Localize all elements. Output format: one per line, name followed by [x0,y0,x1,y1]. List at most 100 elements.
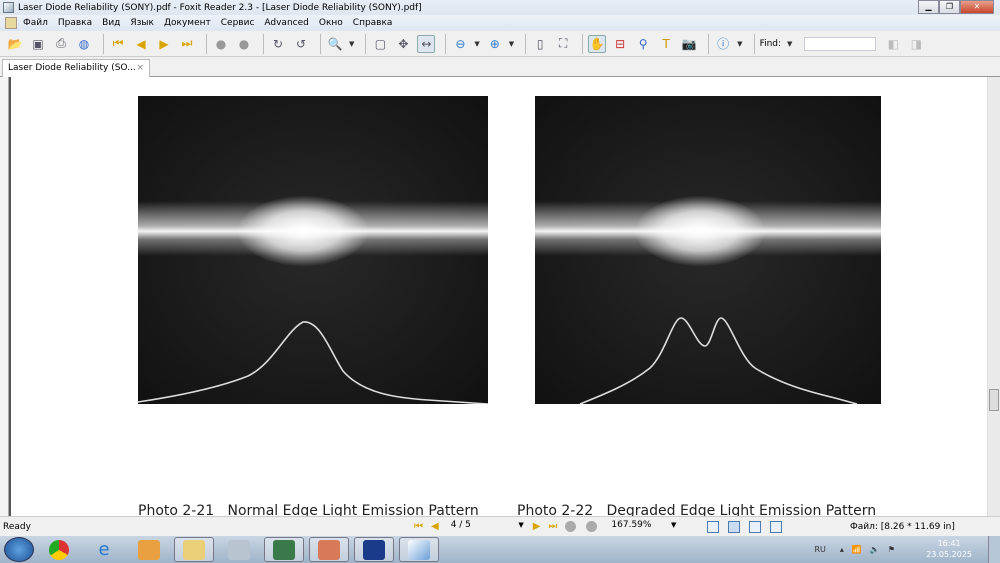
photo-degraded-emission [535,96,881,404]
tab-document[interactable]: Laser Diode Reliability (SO... × [2,59,150,77]
network-icon[interactable]: 📶 [851,545,862,554]
first-page-icon[interactable]: ⏮ [112,36,124,50]
zoom-in-icon[interactable]: ⊕ [489,36,500,51]
taskbar-app[interactable] [309,537,349,562]
back-icon[interactable]: ● [215,36,227,51]
menu-file[interactable]: Файл [23,18,48,28]
zoom-in-tool-icon[interactable]: 🔍 [327,36,343,51]
menu-document[interactable]: Документ [163,18,211,28]
open-icon[interactable]: 📂 [7,36,23,51]
next-page-icon[interactable]: ▶ [159,36,169,51]
first-page-icon[interactable]: ⏮ [414,521,423,532]
continuous-layout-icon[interactable] [728,520,741,533]
fit-width-icon[interactable]: ↔ [417,34,436,53]
taskbar-calendar[interactable] [354,537,394,562]
action-center-icon[interactable]: ⚑ [887,545,895,554]
taskbar-calculator[interactable] [219,537,259,562]
find-prev-icon[interactable]: ◧ [887,36,900,51]
find-input[interactable] [804,36,877,51]
menu-help[interactable]: Справка [352,18,393,28]
status-text: Ready [3,521,31,532]
forward-icon[interactable] [586,521,598,532]
fullscreen-icon[interactable]: ⛶ [558,36,568,50]
menu-advanced[interactable]: Advanced [264,18,309,28]
taskbar-explorer[interactable] [174,537,214,562]
rotate-right-icon[interactable]: ↻ [272,36,284,51]
text-select-icon[interactable]: T [662,36,670,51]
zoom-out-icon[interactable]: ⊖ [455,36,466,51]
page-size-info: Файл: [8.26 * 11.69 in] [850,521,955,532]
app-menu-icon[interactable] [5,17,17,29]
photo-caption: Photo 2-22 Degraded Edge Light Emission … [517,503,877,519]
prev-page-icon[interactable]: ◀ [136,36,146,51]
binoculars-icon[interactable]: ⚲ [638,36,648,51]
find-next-icon[interactable]: ◨ [910,36,923,51]
scrollbar-thumb[interactable] [989,389,999,411]
rotate-left-icon[interactable]: ↺ [295,36,307,51]
page-number-input[interactable]: 4 / 5 ▼ [450,519,524,530]
info-icon[interactable]: ⓘ [717,37,730,51]
single-page-icon[interactable]: ▯ [536,36,544,51]
continuous-facing-layout-icon[interactable] [770,520,783,533]
taskbar: e RU ▴ 📶 🔈 ⚑ 16:41 23.05.2025 [0,536,1000,563]
close-tab-icon[interactable]: × [136,63,144,73]
taskbar-hp[interactable] [264,537,304,562]
next-page-icon[interactable]: ▶ [532,521,541,532]
document-view[interactable]: Photo 2-21 Normal Edge Light Emission Pa… [0,77,987,519]
menu-language[interactable]: Язык [130,18,154,28]
last-page-icon[interactable]: ⏭ [548,521,558,532]
show-desktop-button[interactable] [988,536,1000,563]
snapshot-icon[interactable]: 📷 [681,36,697,51]
single-page-layout-icon[interactable] [707,520,720,533]
minimize-button[interactable]: ▁ [918,0,939,14]
start-button[interactable] [4,537,34,562]
facing-layout-icon[interactable] [749,520,762,533]
zoom-select[interactable]: 167.59% ▼ [611,519,677,530]
menu-edit[interactable]: Правка [57,18,93,28]
volume-icon[interactable]: 🔈 [869,545,880,554]
photo-normal-emission [138,96,488,404]
menu-view[interactable]: Вид [102,18,121,28]
menu-tools[interactable]: Сервис [220,18,255,28]
find-options-icon[interactable]: ▼ [787,39,793,48]
clock-date: 23.05.2025 [926,550,972,559]
show-hidden-icons[interactable]: ▴ [839,545,844,554]
chevron-down-icon[interactable]: ▼ [474,39,480,48]
vertical-scrollbar[interactable] [987,77,1000,516]
last-page-icon[interactable]: ⏭ [181,36,193,50]
tab-label: Laser Diode Reliability (SO... [8,63,136,73]
emission-profile-single-peak [138,321,488,404]
menu-window[interactable]: Окно [318,18,343,28]
clock-time: 16:41 [937,539,961,548]
taskbar-ie[interactable]: e [98,538,110,560]
toolbar: 📂 ▣ ⎙ ◍ ⏮ ◀ ▶ ⏭ ● ● ↻ ↺ 🔍 ▼ ▢ ✥ ↔ ⊖ ▼ ⊕ … [0,31,1000,57]
back-icon[interactable] [565,521,577,532]
menu-bar: Файл Правка Вид Язык Документ Сервис Adv… [0,15,1000,31]
clock[interactable]: 16:41 23.05.2025 [926,538,972,560]
chevron-down-icon[interactable]: ▼ [349,39,355,48]
restore-button[interactable]: ❐ [939,0,960,14]
taskbar-media-player[interactable] [129,537,169,562]
emission-profile-double-peak [579,317,858,404]
tab-bar: Laser Diode Reliability (SO... × [0,57,1000,77]
status-bar: Ready ⏮ ◀ 4 / 5 ▼ ▶ ⏭ 167.59% ▼ Файл: [8.2… [0,516,1000,536]
chevron-down-icon[interactable]: ▼ [737,39,743,48]
zoom-value: 167.59% [611,519,652,530]
print-icon[interactable]: ⎙ [56,36,66,50]
prev-page-icon[interactable]: ◀ [431,521,439,532]
close-button[interactable]: ✕ [960,0,994,14]
window-title: Laser Diode Reliability (SONY).pdf - Fox… [18,2,422,13]
actual-size-icon[interactable]: ▢ [374,36,387,51]
taskbar-chrome[interactable] [39,537,79,562]
title-bar: Laser Diode Reliability (SONY).pdf - Fox… [0,0,1000,15]
app-icon [3,2,14,13]
reflow-icon[interactable]: ⊟ [615,36,626,51]
hand-tool-icon[interactable]: ✋ [588,34,607,53]
language-indicator[interactable]: RU [814,545,826,554]
fit-page-icon[interactable]: ✥ [398,36,409,51]
save-icon[interactable]: ▣ [32,36,44,51]
email-icon[interactable]: ◍ [78,36,90,51]
taskbar-foxit[interactable] [399,537,439,562]
forward-icon[interactable]: ● [238,36,250,51]
chevron-down-icon[interactable]: ▼ [508,39,515,48]
